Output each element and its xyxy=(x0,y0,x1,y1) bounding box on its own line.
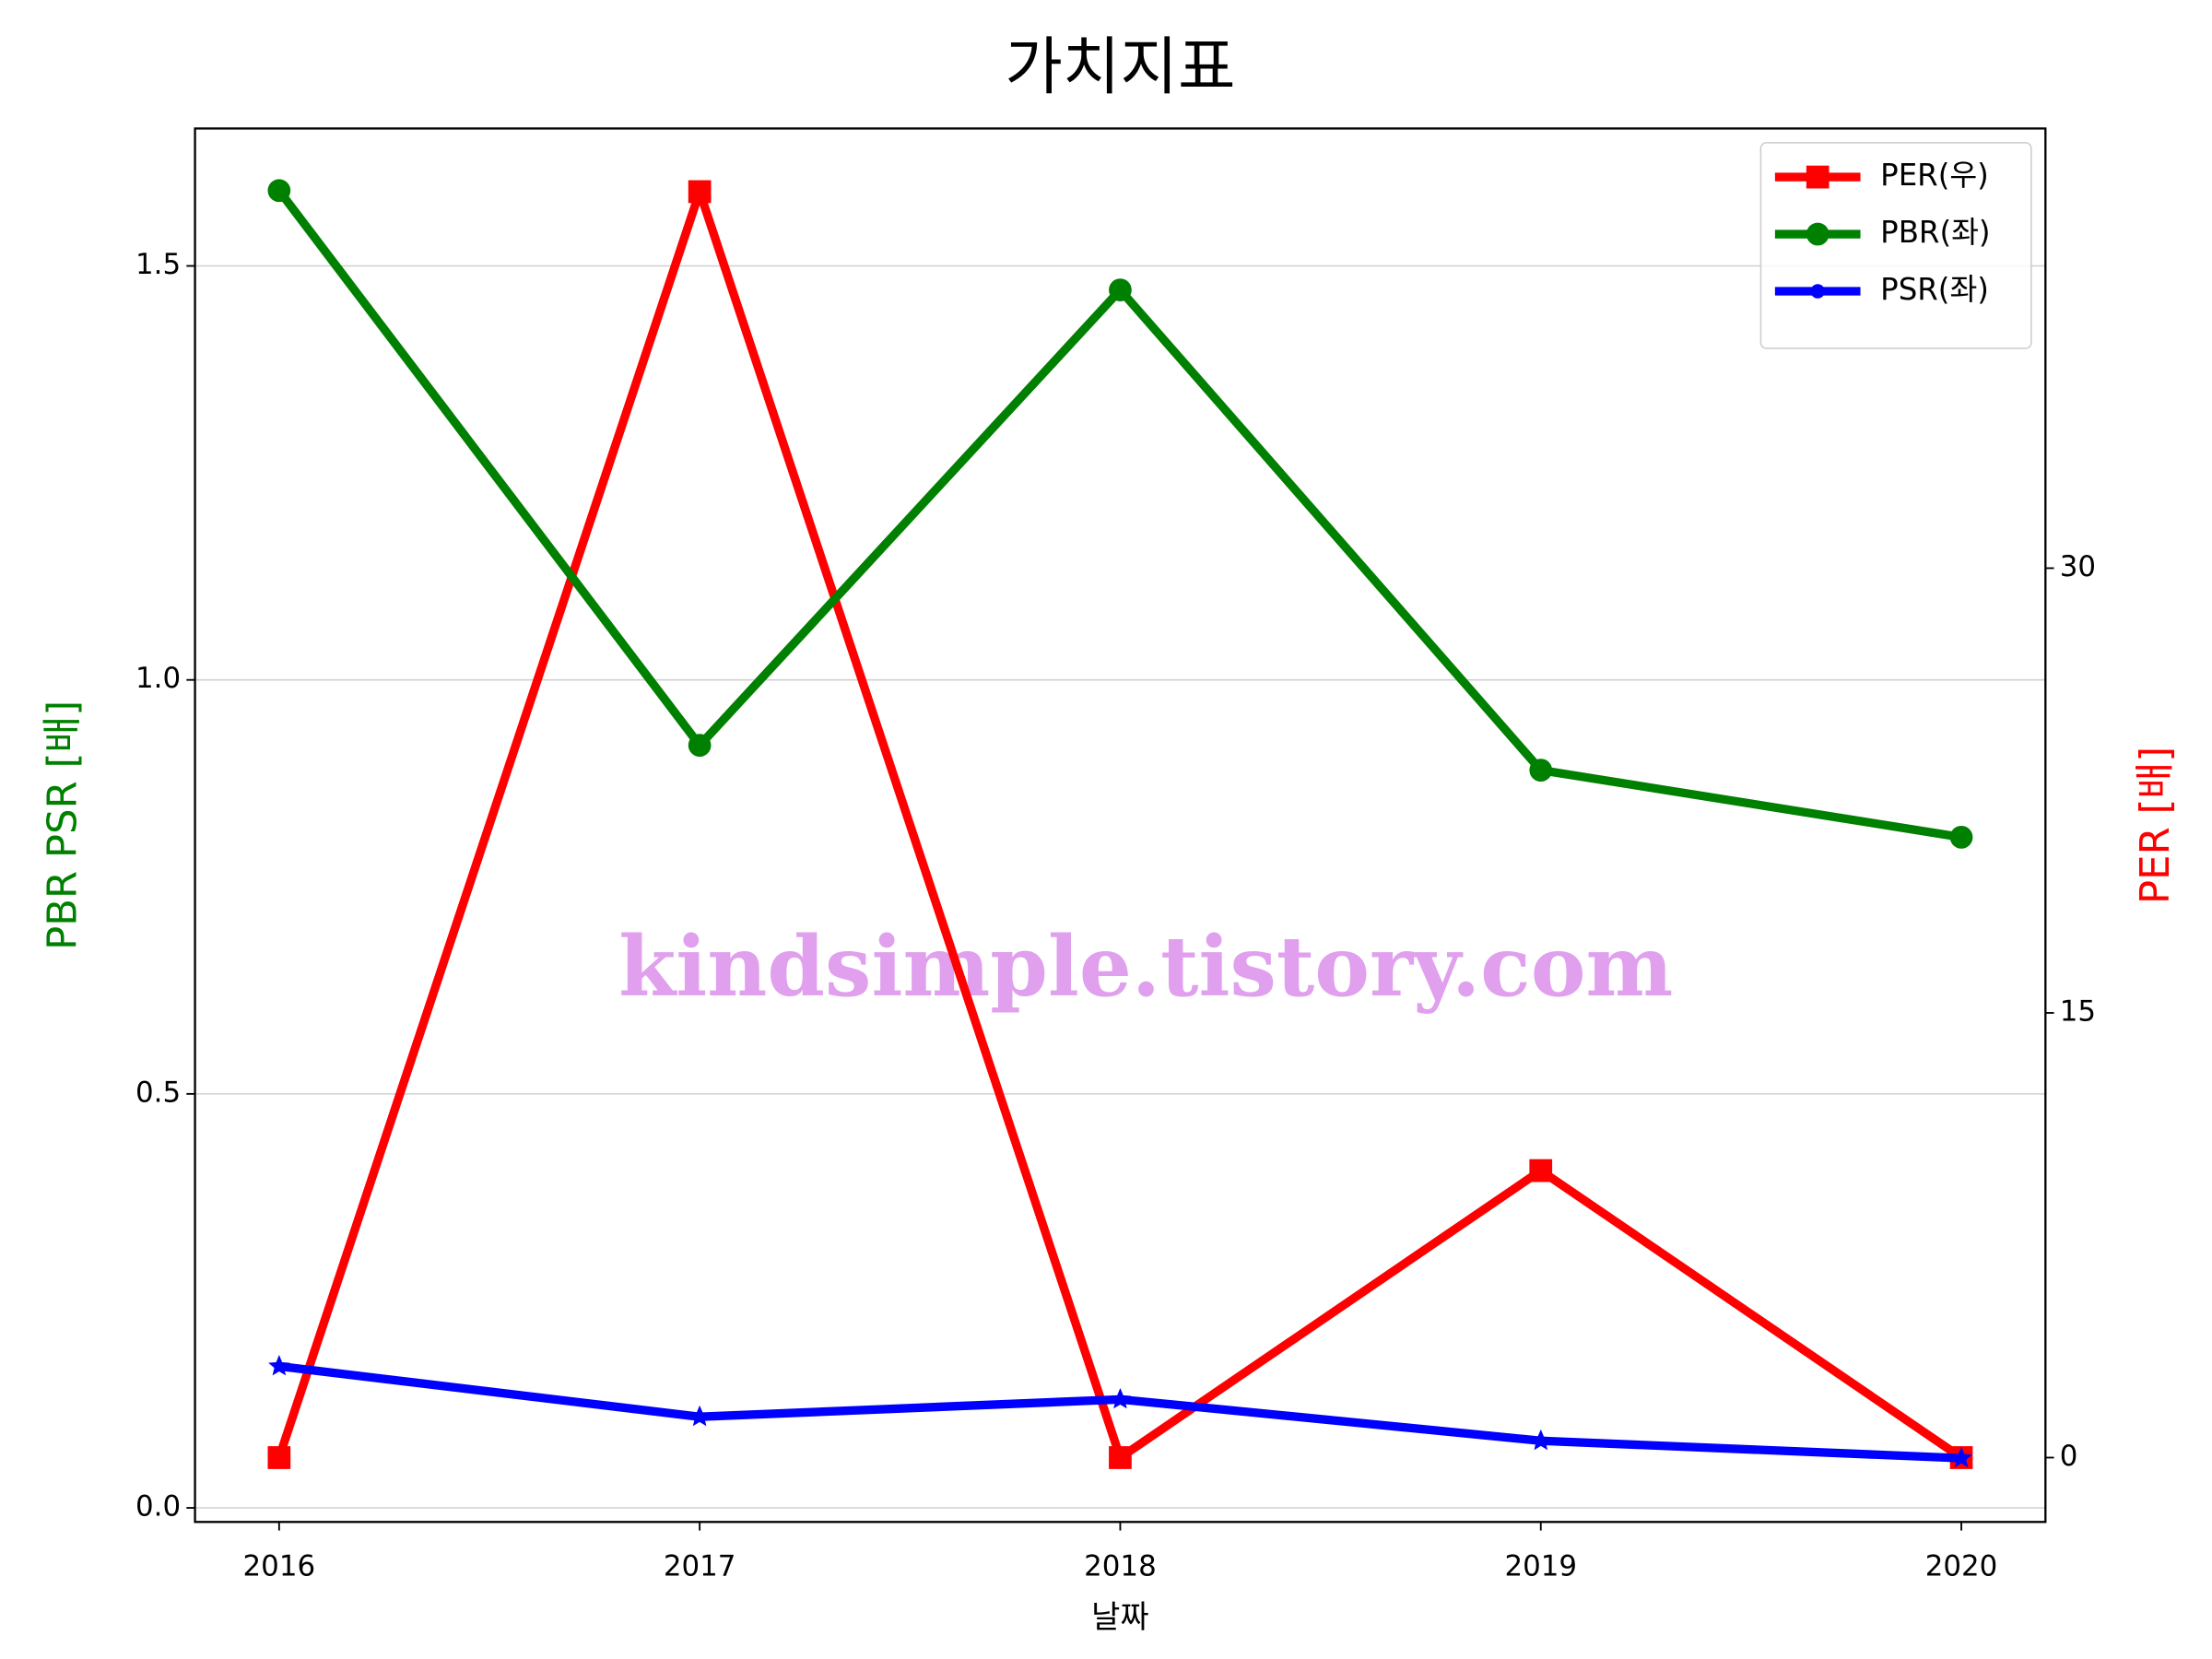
marker xyxy=(1949,825,1973,849)
x-tick-label: 2016 xyxy=(243,1549,316,1583)
watermark: kindsimple.tistory.com xyxy=(618,919,1673,1016)
legend-marker xyxy=(1806,165,1830,189)
x-tick-label: 2020 xyxy=(1925,1549,1998,1583)
legend: PER(우) PBR(좌) PSR(좌) xyxy=(1759,142,2032,349)
y-tick-label: 1.0 xyxy=(135,662,181,695)
y-axis-label: PBR PSR [배] xyxy=(41,700,87,950)
y-tick-label: 0.0 xyxy=(135,1489,181,1523)
marker xyxy=(1950,1446,1972,1468)
marker xyxy=(267,179,291,203)
marker xyxy=(1109,1387,1132,1409)
legend-marker xyxy=(1810,284,1825,299)
marker xyxy=(1529,1429,1552,1451)
x-tick-label: 2017 xyxy=(664,1549,736,1583)
legend-frame xyxy=(1759,142,2032,349)
legend-marker xyxy=(1806,222,1830,246)
marker xyxy=(268,1355,290,1376)
marker xyxy=(688,1405,711,1427)
y2-tick-label: 30 xyxy=(2060,550,2096,583)
chart-title: 가치지표 xyxy=(1005,31,1235,104)
y-tick-label: 1.5 xyxy=(135,248,181,281)
x-axis-label: 날짜 xyxy=(1091,1599,1148,1636)
marker xyxy=(1529,759,1553,782)
y2-tick-label: 15 xyxy=(2060,994,2096,1028)
series-line xyxy=(275,187,1964,1463)
legend-label: PSR(좌) xyxy=(1880,272,1989,307)
marker xyxy=(688,734,712,758)
y2-tick-label: 0 xyxy=(2060,1440,2078,1473)
legend-label: PBR(좌) xyxy=(1880,215,1990,250)
marker xyxy=(267,1446,291,1469)
x-tick-label: 2019 xyxy=(1504,1549,1577,1583)
plot-frame xyxy=(194,127,2047,1524)
x-tick-label: 2018 xyxy=(1084,1549,1157,1583)
legend-label: PER(우) xyxy=(1880,158,1989,193)
marker xyxy=(688,180,712,204)
marker xyxy=(1109,1446,1132,1469)
y-tick-label: 0.5 xyxy=(135,1076,181,1109)
marker xyxy=(1109,278,1132,301)
marker xyxy=(1529,1159,1553,1182)
y2-axis-label: PER [배] xyxy=(2133,747,2179,904)
